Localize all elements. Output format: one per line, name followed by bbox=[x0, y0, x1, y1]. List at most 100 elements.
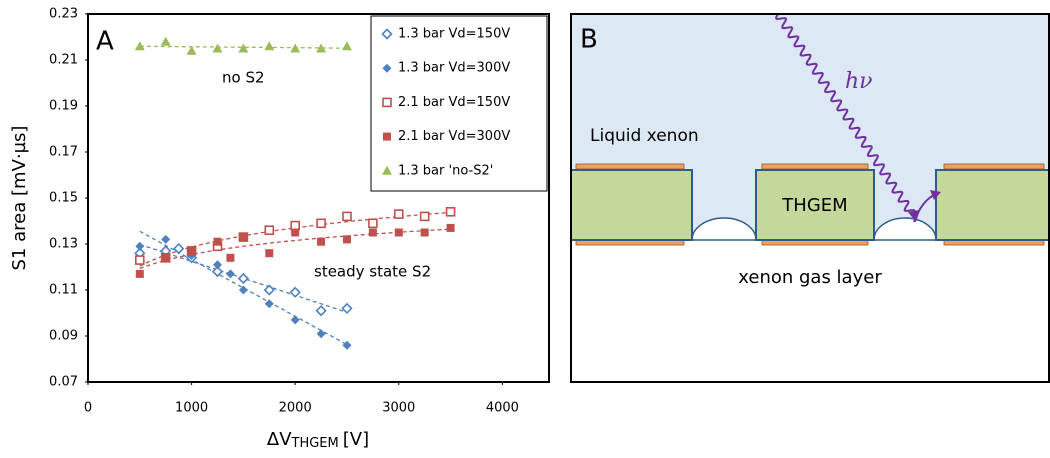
liquid-label: Liquid xenon bbox=[590, 126, 699, 146]
annotation: no S2 bbox=[222, 69, 265, 87]
point bbox=[263, 284, 275, 296]
point bbox=[420, 228, 429, 237]
y-tick-label: 0.21 bbox=[49, 53, 78, 68]
point bbox=[264, 41, 275, 51]
annotation: steady state S2 bbox=[314, 263, 431, 281]
point bbox=[160, 36, 171, 46]
panel-frame bbox=[570, 13, 1050, 383]
point bbox=[239, 233, 248, 242]
point bbox=[238, 43, 249, 53]
point bbox=[342, 211, 352, 222]
point bbox=[212, 260, 222, 270]
arrow-head bbox=[908, 190, 941, 222]
x-tick-label: 4000 bbox=[486, 401, 519, 416]
point bbox=[341, 41, 352, 51]
gas-label: xenon gas layer bbox=[738, 267, 882, 288]
x-tick-label: 0 bbox=[84, 401, 92, 416]
legend-marker bbox=[382, 165, 392, 175]
y-tick-label: 0.11 bbox=[49, 283, 78, 298]
legend bbox=[370, 15, 548, 192]
point bbox=[135, 241, 145, 251]
x-label-unit: [V] bbox=[343, 429, 369, 450]
thgem-block bbox=[935, 169, 1050, 241]
y-axis-label: S1 area [mV·µs] bbox=[9, 126, 30, 271]
electrode bbox=[761, 163, 869, 170]
point bbox=[316, 218, 326, 229]
point bbox=[186, 45, 197, 55]
trend-line bbox=[139, 230, 348, 346]
point bbox=[134, 41, 145, 51]
point bbox=[290, 220, 300, 231]
x-label-sub: THGEM bbox=[291, 436, 339, 451]
point bbox=[368, 228, 377, 237]
point bbox=[238, 285, 248, 295]
panel-label: B bbox=[580, 25, 598, 55]
x-tick-label: 3000 bbox=[382, 401, 415, 416]
point bbox=[226, 253, 235, 262]
thgem-blocks bbox=[570, 169, 1050, 241]
x-tick-label: 2000 bbox=[279, 401, 312, 416]
legend-marker bbox=[382, 63, 392, 73]
point bbox=[342, 235, 351, 244]
point bbox=[289, 286, 301, 298]
photon-path bbox=[775, 13, 916, 213]
y-tick-label: 0.19 bbox=[49, 99, 78, 114]
point bbox=[317, 237, 326, 246]
point bbox=[316, 43, 327, 53]
y-tick-label: 0.09 bbox=[49, 329, 78, 344]
trend-line bbox=[139, 243, 348, 313]
point bbox=[445, 207, 456, 217]
point bbox=[342, 340, 352, 350]
y-tick-label: 0.07 bbox=[49, 375, 78, 390]
point bbox=[446, 223, 455, 232]
thgem-label: THGEM bbox=[781, 195, 847, 216]
legend-label: 2.1 bar Vd=150V bbox=[398, 95, 510, 110]
photon-label: hν bbox=[845, 69, 873, 94]
legend-marker bbox=[381, 28, 393, 40]
thgem-block bbox=[755, 169, 875, 241]
point bbox=[187, 246, 196, 255]
legend-label: 1.3 bar 'no-S2' bbox=[398, 163, 493, 178]
point bbox=[161, 234, 171, 244]
electrode bbox=[575, 163, 685, 170]
legend-label: 1.3 bar Vd=150V bbox=[398, 27, 510, 42]
y-tick-label: 0.17 bbox=[49, 145, 78, 160]
thgem-block bbox=[570, 169, 693, 241]
legend-marker bbox=[383, 132, 391, 141]
legend-label: 1.3 bar Vd=300V bbox=[398, 61, 510, 76]
point bbox=[394, 228, 403, 237]
electrodes bbox=[575, 163, 1045, 246]
point bbox=[134, 255, 145, 265]
point bbox=[315, 305, 327, 317]
point bbox=[290, 43, 301, 53]
point bbox=[173, 242, 185, 255]
point bbox=[393, 209, 404, 219]
point bbox=[290, 315, 300, 325]
y-tick-label: 0.23 bbox=[49, 7, 78, 22]
diagram: Liquid xenon THGEM xenon gas layer hν B bbox=[570, 13, 1050, 383]
point bbox=[291, 228, 300, 237]
point bbox=[213, 237, 222, 246]
point bbox=[161, 253, 170, 262]
point bbox=[135, 269, 144, 278]
legend-marker bbox=[382, 97, 392, 108]
point bbox=[265, 249, 274, 258]
electrode bbox=[943, 163, 1045, 170]
x-axis-label: ΔVTHGEM [V] bbox=[267, 429, 369, 451]
x-label-main: ΔV bbox=[267, 429, 292, 450]
point bbox=[212, 43, 223, 53]
point bbox=[225, 269, 235, 279]
point bbox=[368, 218, 378, 229]
point bbox=[316, 329, 326, 339]
y-tick-label: 0.15 bbox=[49, 191, 78, 206]
point bbox=[341, 302, 353, 315]
panel-label: A bbox=[96, 27, 114, 57]
x-tick-label: 1000 bbox=[175, 401, 208, 416]
point bbox=[211, 265, 224, 278]
legend-label: 2.1 bar Vd=300V bbox=[398, 129, 510, 144]
point bbox=[264, 299, 274, 309]
y-tick-label: 0.13 bbox=[49, 237, 78, 252]
point bbox=[419, 211, 430, 222]
point bbox=[264, 225, 275, 235]
